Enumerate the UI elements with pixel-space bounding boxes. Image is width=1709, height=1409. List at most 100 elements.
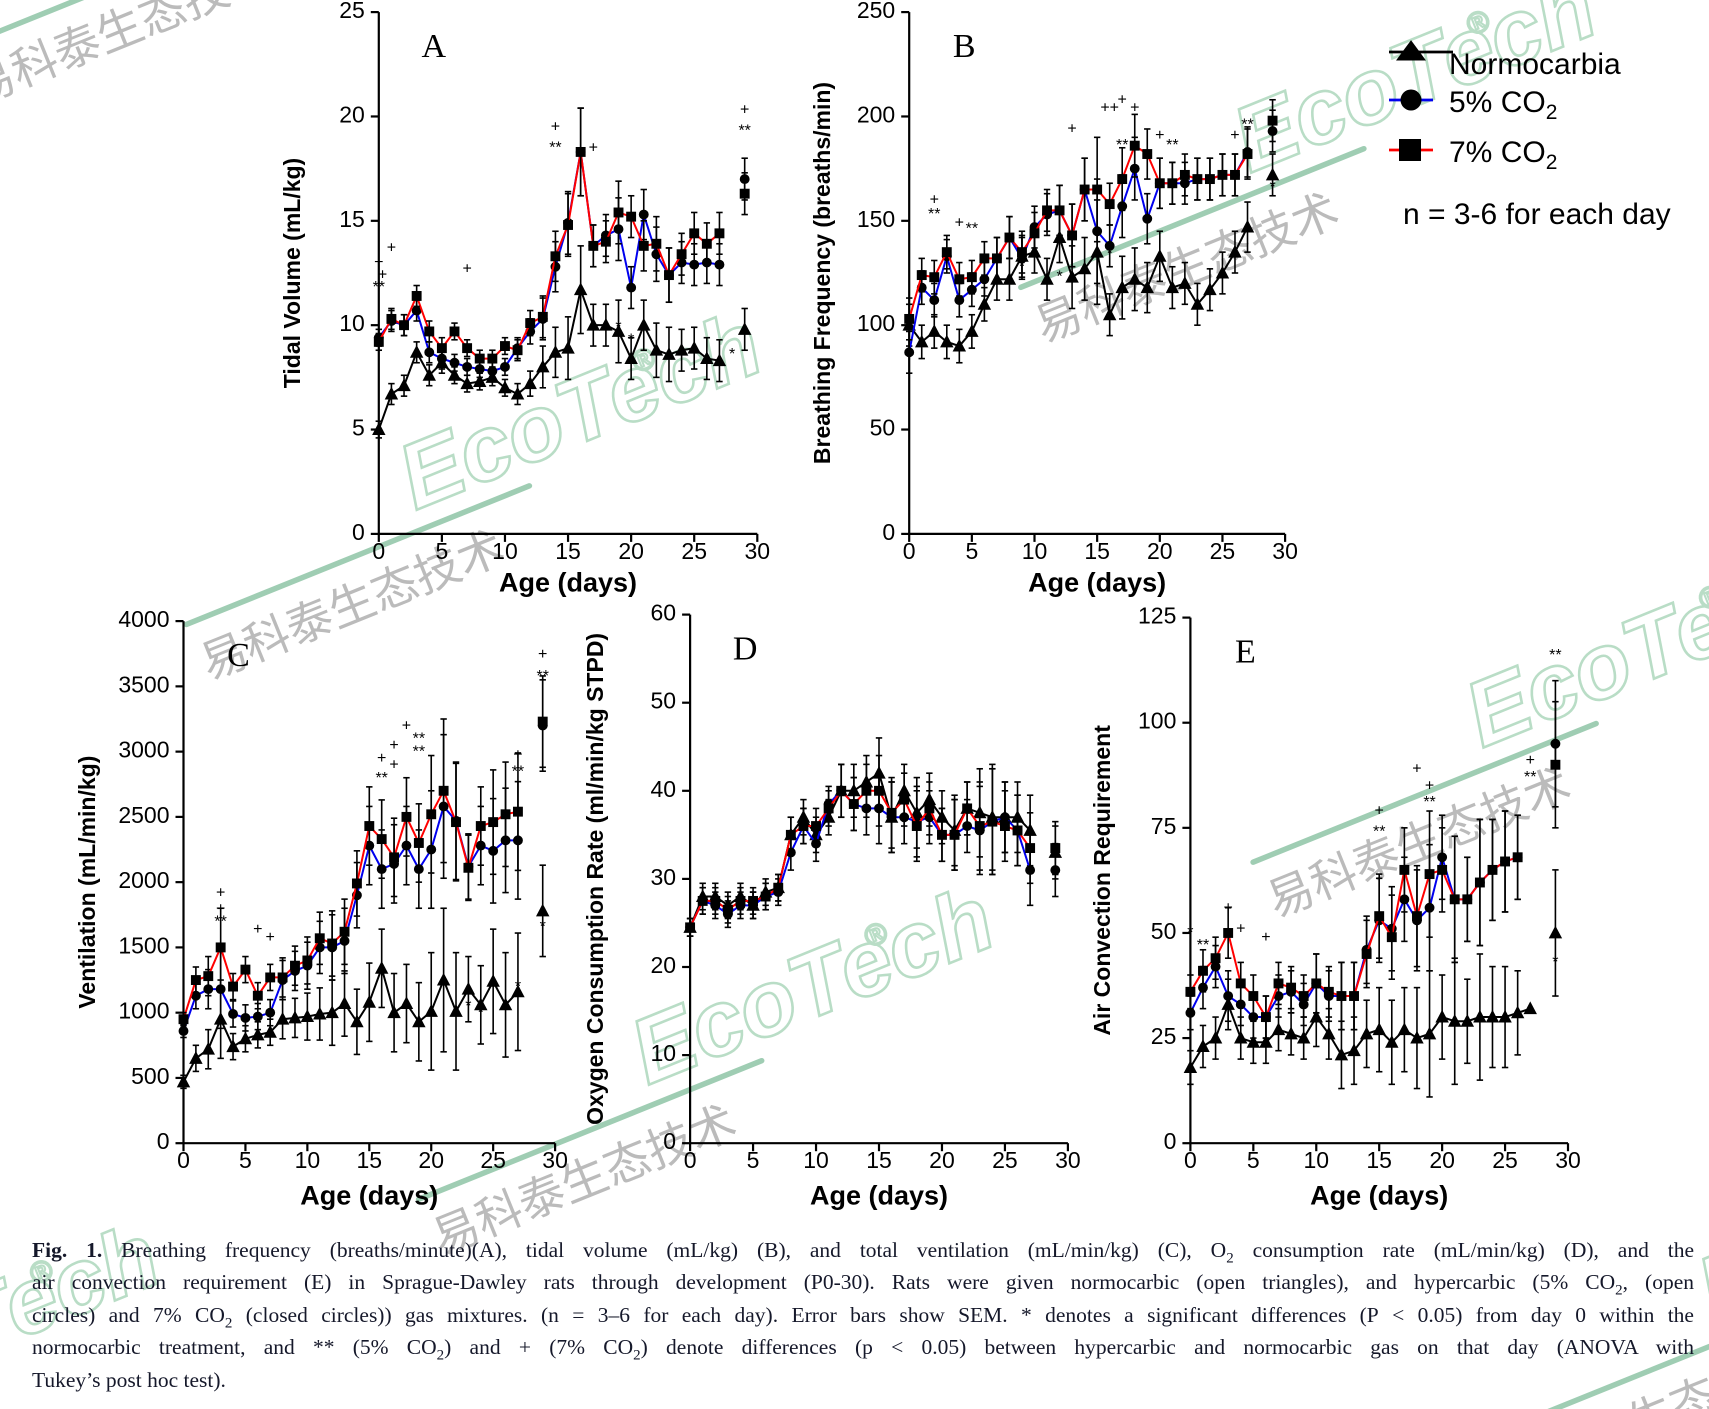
- svg-text:**: **: [413, 744, 425, 761]
- svg-text:10: 10: [492, 538, 518, 564]
- svg-text:3000: 3000: [118, 737, 169, 763]
- svg-text:*: *: [1056, 269, 1062, 286]
- svg-text:40: 40: [651, 776, 677, 802]
- svg-text:+: +: [389, 737, 398, 754]
- svg-text:0: 0: [372, 538, 385, 564]
- svg-text:Age (days): Age (days): [810, 1181, 948, 1211]
- svg-text:100: 100: [1138, 708, 1176, 734]
- svg-text:Age (days): Age (days): [499, 568, 637, 598]
- svg-text:5: 5: [352, 415, 365, 441]
- svg-text:**: **: [512, 763, 524, 780]
- svg-text:*: *: [1187, 925, 1193, 942]
- svg-text:+: +: [1261, 929, 1270, 946]
- svg-text:**: **: [373, 279, 385, 296]
- svg-text:15: 15: [357, 1147, 383, 1173]
- svg-text:5: 5: [1247, 1147, 1260, 1173]
- svg-text:10: 10: [651, 1040, 677, 1066]
- svg-text:0: 0: [882, 519, 895, 545]
- svg-text:*: *: [1019, 258, 1025, 275]
- svg-text:75: 75: [1151, 813, 1177, 839]
- svg-text:125: 125: [1138, 603, 1176, 629]
- svg-text:**: **: [214, 913, 226, 930]
- svg-text:20: 20: [929, 1147, 955, 1173]
- svg-text:25: 25: [480, 1147, 506, 1173]
- svg-text:2500: 2500: [118, 802, 169, 828]
- svg-text:60: 60: [651, 600, 677, 626]
- svg-text:+: +: [1425, 777, 1434, 794]
- svg-text:30: 30: [1055, 1147, 1081, 1173]
- svg-text:D: D: [733, 631, 758, 668]
- svg-text:50: 50: [651, 688, 677, 714]
- svg-text:*: *: [1552, 954, 1558, 971]
- svg-text:5: 5: [965, 538, 978, 564]
- svg-text:10: 10: [295, 1147, 321, 1173]
- svg-text:+: +: [389, 757, 398, 774]
- svg-text:20: 20: [1429, 1147, 1455, 1173]
- svg-text:0: 0: [663, 1128, 676, 1154]
- svg-text:*: *: [889, 814, 895, 831]
- svg-text:C: C: [227, 637, 250, 674]
- svg-text:*: *: [478, 1005, 484, 1022]
- svg-text:+: +: [1412, 761, 1421, 778]
- svg-text:E: E: [1235, 634, 1256, 671]
- svg-text:50: 50: [870, 415, 896, 441]
- svg-text:Air Convection Requirement: Air Convection Requirement: [1089, 725, 1115, 1036]
- svg-text:15: 15: [866, 1147, 892, 1173]
- svg-text:**: **: [1423, 794, 1435, 811]
- svg-text:100: 100: [857, 310, 895, 336]
- svg-text:Oxygen Consumption Rate (ml/mi: Oxygen Consumption Rate (ml/min/kg STPD): [582, 633, 608, 1125]
- svg-text:15: 15: [1366, 1147, 1392, 1173]
- svg-text:0: 0: [177, 1147, 190, 1173]
- svg-text:30: 30: [651, 864, 677, 890]
- svg-text:+: +: [216, 885, 225, 902]
- svg-text:+: +: [253, 921, 262, 938]
- svg-text:1500: 1500: [118, 932, 169, 958]
- svg-text:*: *: [540, 919, 546, 936]
- svg-text:20: 20: [1147, 538, 1173, 564]
- svg-text:10: 10: [339, 310, 365, 336]
- svg-text:*: *: [628, 331, 634, 348]
- svg-text:Age (days): Age (days): [300, 1181, 438, 1211]
- svg-text:**: **: [1197, 937, 1209, 954]
- svg-text:**: **: [375, 770, 387, 787]
- svg-text:*: *: [465, 998, 471, 1015]
- svg-text:Ventilation (mL/min/kg): Ventilation (mL/min/kg): [74, 756, 100, 1009]
- svg-text:30: 30: [745, 538, 771, 564]
- svg-text:0: 0: [1184, 1147, 1197, 1173]
- svg-text:0: 0: [903, 538, 916, 564]
- svg-text:Age (days): Age (days): [1310, 1181, 1448, 1211]
- svg-text:20: 20: [618, 538, 644, 564]
- svg-text:*: *: [515, 979, 521, 996]
- svg-text:+: +: [513, 746, 522, 763]
- svg-text:3500: 3500: [118, 671, 169, 697]
- svg-text:4000: 4000: [118, 606, 169, 632]
- svg-text:30: 30: [1555, 1147, 1581, 1173]
- svg-text:10: 10: [1022, 538, 1048, 564]
- svg-text:5: 5: [435, 538, 448, 564]
- svg-text:+: +: [1223, 899, 1232, 916]
- svg-text:15: 15: [555, 538, 581, 564]
- svg-text:25: 25: [1492, 1147, 1518, 1173]
- svg-text:500: 500: [131, 1063, 169, 1089]
- svg-text:+: +: [1526, 752, 1535, 769]
- svg-text:*: *: [729, 346, 735, 363]
- svg-text:5: 5: [239, 1147, 252, 1173]
- svg-text:25: 25: [992, 1147, 1018, 1173]
- svg-text:50: 50: [1151, 918, 1177, 944]
- svg-text:20: 20: [418, 1147, 444, 1173]
- svg-text:**: **: [536, 668, 548, 685]
- svg-text:0: 0: [1164, 1128, 1177, 1154]
- svg-text:25: 25: [681, 538, 707, 564]
- svg-text:30: 30: [542, 1147, 568, 1173]
- svg-text:10: 10: [803, 1147, 829, 1173]
- svg-text:+: +: [266, 929, 275, 946]
- svg-text:Age (days): Age (days): [1028, 568, 1166, 598]
- svg-text:**: **: [1524, 769, 1536, 786]
- svg-text:0: 0: [157, 1128, 170, 1154]
- svg-text:+: +: [462, 260, 471, 277]
- svg-text:**: **: [1549, 647, 1561, 664]
- svg-text:+: +: [538, 646, 547, 663]
- svg-text:1000: 1000: [118, 998, 169, 1024]
- svg-text:*: *: [901, 814, 907, 831]
- svg-text:10: 10: [1303, 1147, 1329, 1173]
